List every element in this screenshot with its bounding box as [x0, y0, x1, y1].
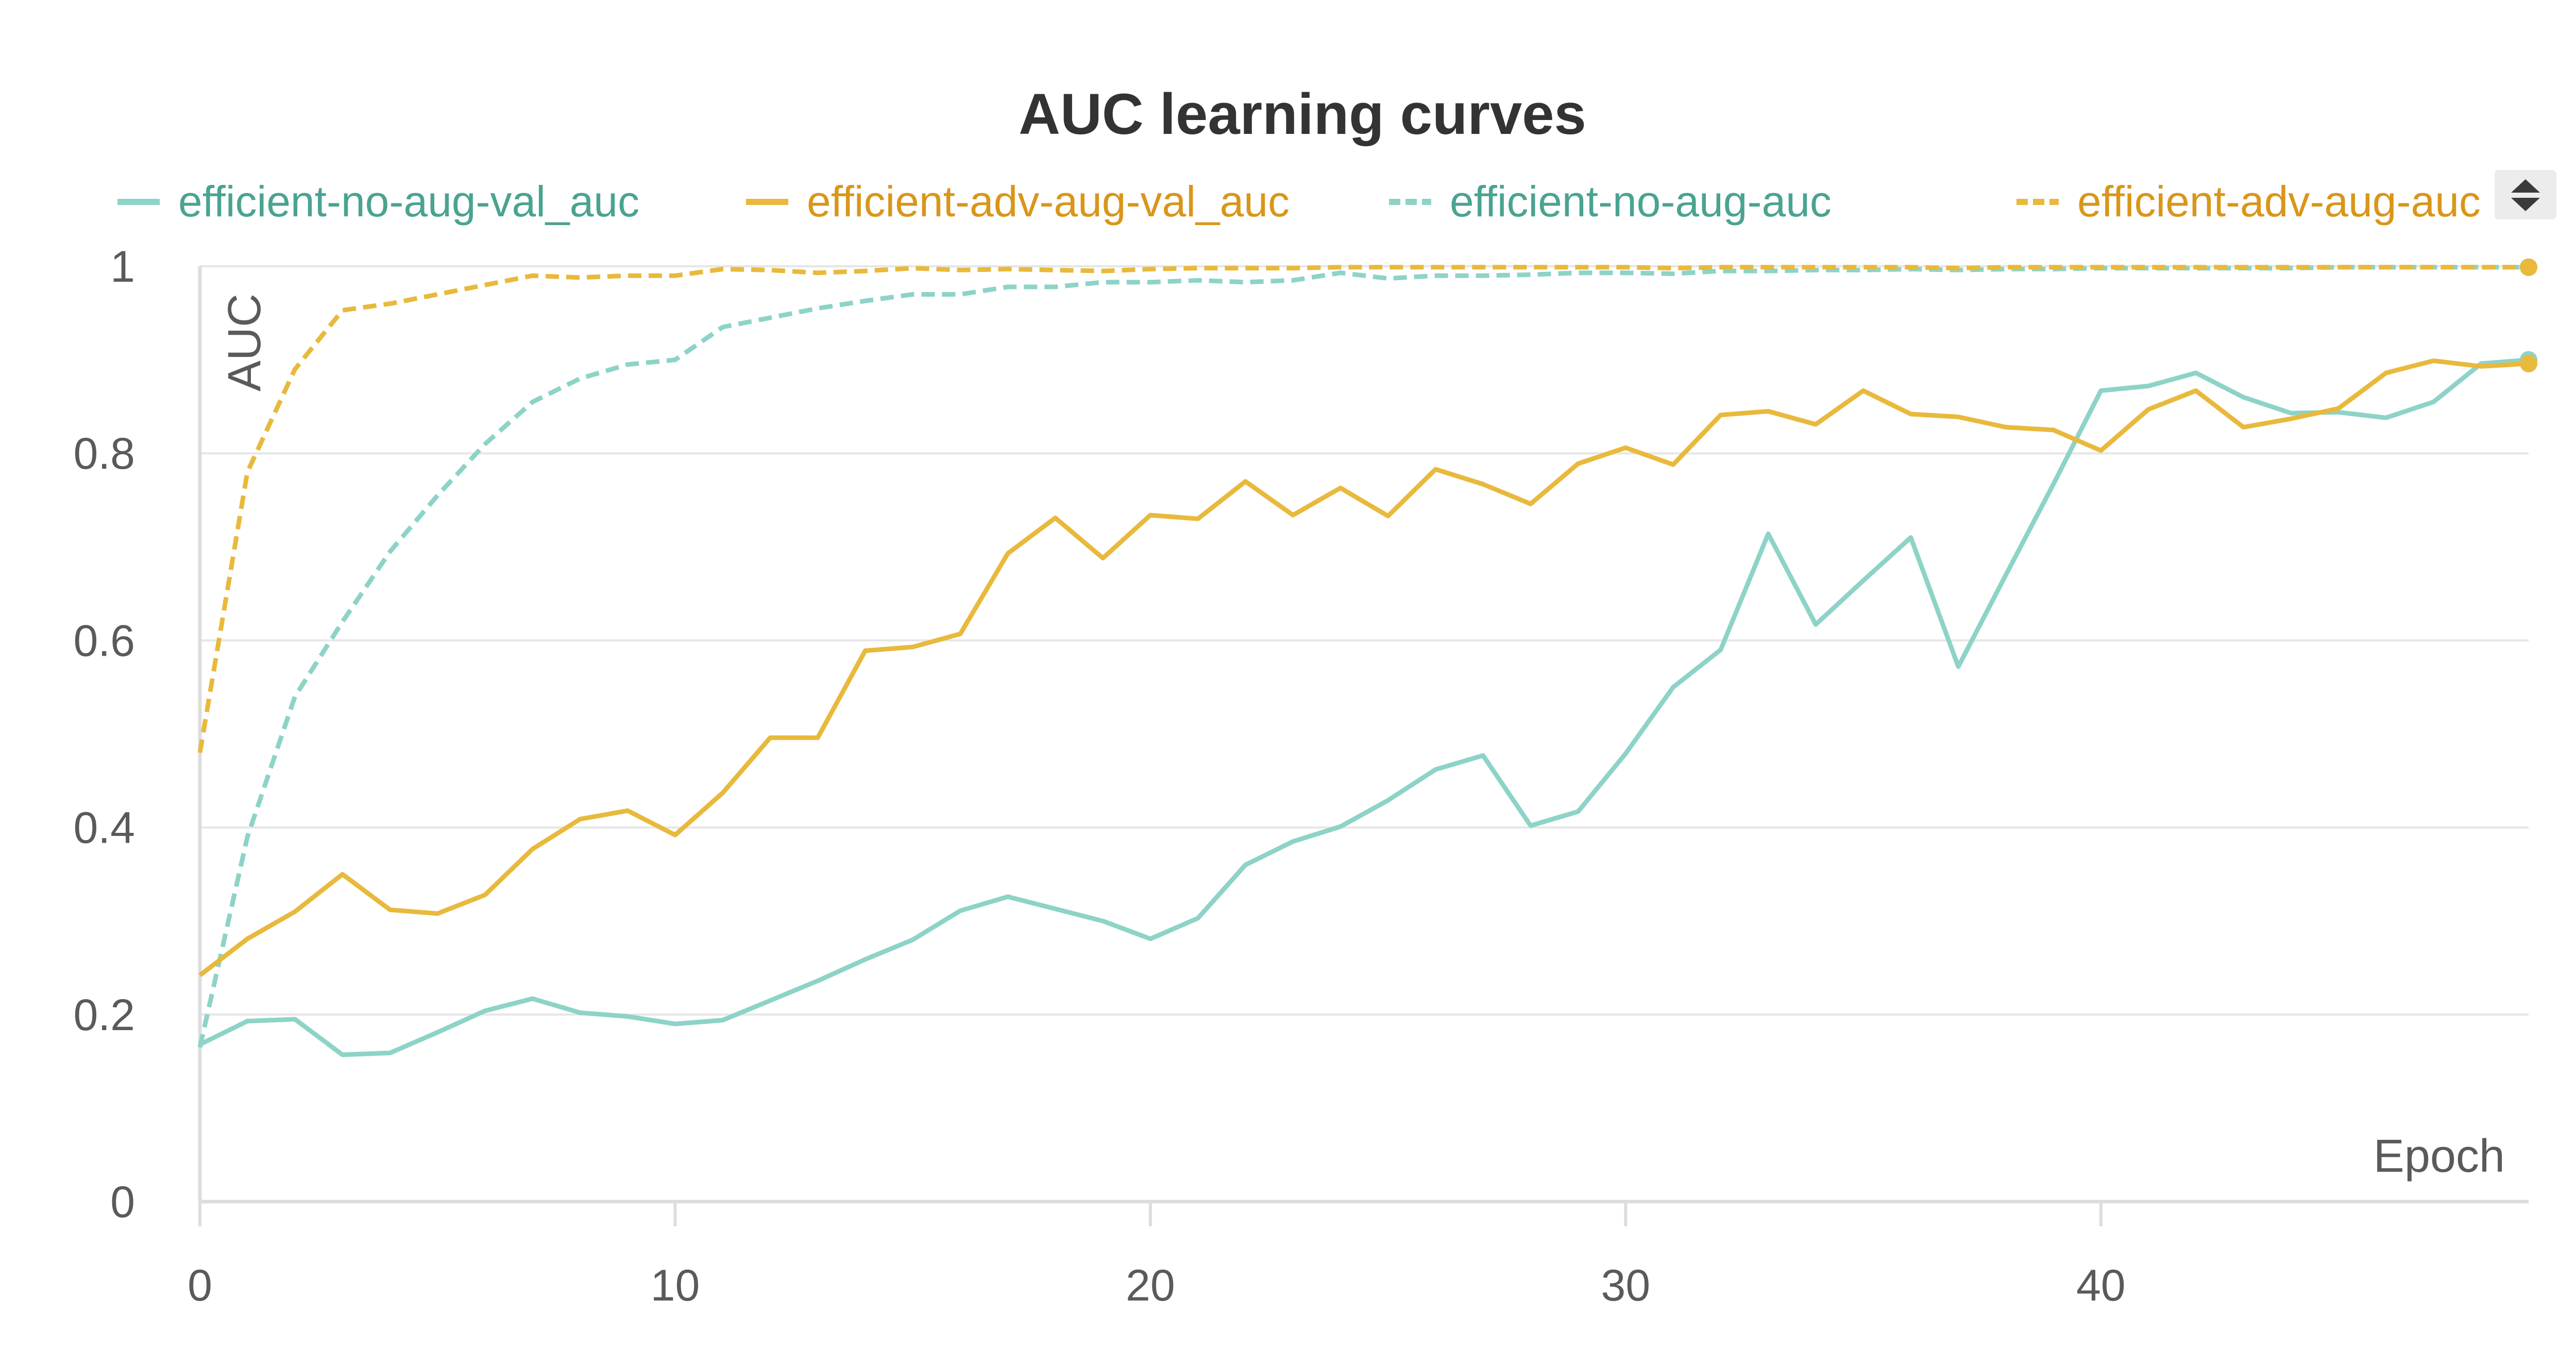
- y-tick-label-1: 1: [110, 242, 135, 292]
- legend-toggle-background[interactable]: [2495, 170, 2556, 219]
- legend-item-efficient-adv-aug-val-auc[interactable]: efficient-adv-aug-val_auc: [746, 177, 1290, 226]
- y-tick-label-0-2: 0.2: [73, 990, 135, 1040]
- legend-label-efficient-no-aug-auc: efficient-no-aug-auc: [1450, 177, 1832, 226]
- legend[interactable]: efficient-no-aug-val_auc efficient-adv-au…: [117, 177, 2481, 226]
- x-tick-label-10: 10: [651, 1261, 700, 1310]
- y-tick-label-0-6: 0.6: [73, 616, 135, 665]
- y-tick-label-0-4: 0.4: [73, 803, 135, 853]
- end-point-efficient-adv-aug-val-auc: [2520, 354, 2537, 372]
- legend-item-efficient-adv-aug-auc[interactable]: efficient-adv-aug-auc: [2016, 177, 2481, 226]
- axes: 00.20.40.60.810 10 20 30 40: [73, 242, 2529, 1310]
- sort-arrows-icon[interactable]: [2511, 179, 2540, 211]
- series-line-efficient-adv-aug-auc: [197, 265, 2529, 754]
- legend-toggle-button[interactable]: [2495, 170, 2556, 219]
- legend-label-efficient-adv-aug-auc: efficient-adv-aug-auc: [2077, 177, 2481, 226]
- x-tick-label-30: 30: [1601, 1261, 1651, 1310]
- y-axis-label: AUC: [219, 294, 270, 391]
- legend-label-efficient-adv-aug-val-auc: efficient-adv-aug-val_auc: [807, 177, 1290, 226]
- x-tick-label-40: 40: [2076, 1261, 2126, 1310]
- legend-item-efficient-no-aug-auc[interactable]: efficient-no-aug-auc: [1389, 177, 1832, 226]
- x-tick-label-0: 0: [188, 1261, 212, 1310]
- end-point-efficient-adv-aug-auc: [2520, 258, 2537, 276]
- series-layer: [197, 265, 2529, 1057]
- series-line-efficient-no-aug-auc: [197, 265, 2529, 1048]
- chart-title: AUC learning curves: [1019, 82, 1586, 146]
- series-line-efficient-adv-aug-val-auc: [198, 358, 2529, 978]
- legend-label-efficient-no-aug-val-auc: efficient-no-aug-val_auc: [178, 177, 639, 226]
- y-tick-label-0-8: 0.8: [73, 429, 135, 478]
- legend-item-efficient-no-aug-val-auc[interactable]: efficient-no-aug-val_auc: [117, 177, 639, 226]
- x-tick-label-20: 20: [1126, 1261, 1175, 1310]
- series-line-efficient-no-aug-val-auc: [199, 357, 2529, 1057]
- y-tick-label-0: 0: [110, 1177, 135, 1227]
- end-markers: [2520, 258, 2537, 372]
- x-axis-label: Epoch: [2374, 1131, 2505, 1182]
